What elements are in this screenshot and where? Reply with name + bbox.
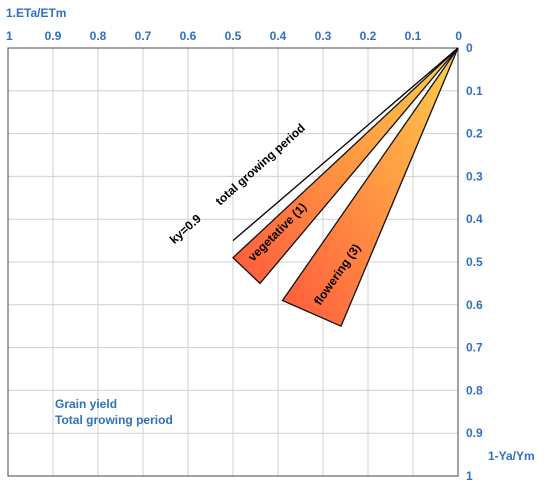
band-2 <box>281 47 459 328</box>
x-tick-label: 1 <box>6 29 13 43</box>
y-tick-label: 1 <box>466 469 473 483</box>
y-tick-label: 0.1 <box>466 84 483 98</box>
x-tick-label: 0.4 <box>270 29 287 43</box>
x-tick-label: 0.7 <box>135 29 152 43</box>
x-tick-label: 0.9 <box>45 29 62 43</box>
x-axis-title: 1.ETa/ETm <box>6 6 66 20</box>
y-axis-title: 1-Ya/Ym <box>488 449 535 463</box>
band-1 <box>232 47 459 285</box>
y-tick-label: 0.5 <box>466 255 483 269</box>
note-line-2: Total growing period <box>55 413 173 427</box>
plot-frame <box>7 47 459 477</box>
y-tick-label: 0.6 <box>466 298 483 312</box>
y-tick-label: 0.2 <box>466 127 483 141</box>
x-tick-label: 0.2 <box>360 29 377 43</box>
x-tick-label: 0.5 <box>225 29 242 43</box>
note-line-1: Grain yield <box>55 397 117 411</box>
y-tick-label: 0.3 <box>466 169 483 183</box>
y-tick-label: 0 <box>466 41 473 55</box>
y-tick-label: 0.8 <box>466 383 483 397</box>
bands <box>232 47 459 328</box>
lines <box>232 47 459 242</box>
x-tick-label: 0.8 <box>90 29 107 43</box>
y-tick-label: 0.7 <box>466 341 483 355</box>
y-tick-labels: 0 0.1 0.2 0.3 0.4 0.5 0.6 0.7 0.8 0.9 1 <box>466 41 483 483</box>
x-tick-labels: 1 0.9 0.8 0.7 0.6 0.5 0.4 0.3 0.2 0.1 0 <box>6 29 462 43</box>
series-line-0 <box>232 47 459 242</box>
y-tick-label: 0.9 <box>466 426 483 440</box>
y-tick-label: 0.4 <box>466 212 483 226</box>
x-tick-label: 0.6 <box>180 29 197 43</box>
x-tick-label: 0.3 <box>315 29 332 43</box>
x-tick-label: 0 <box>455 29 462 43</box>
x-tick-label: 0.1 <box>405 29 422 43</box>
